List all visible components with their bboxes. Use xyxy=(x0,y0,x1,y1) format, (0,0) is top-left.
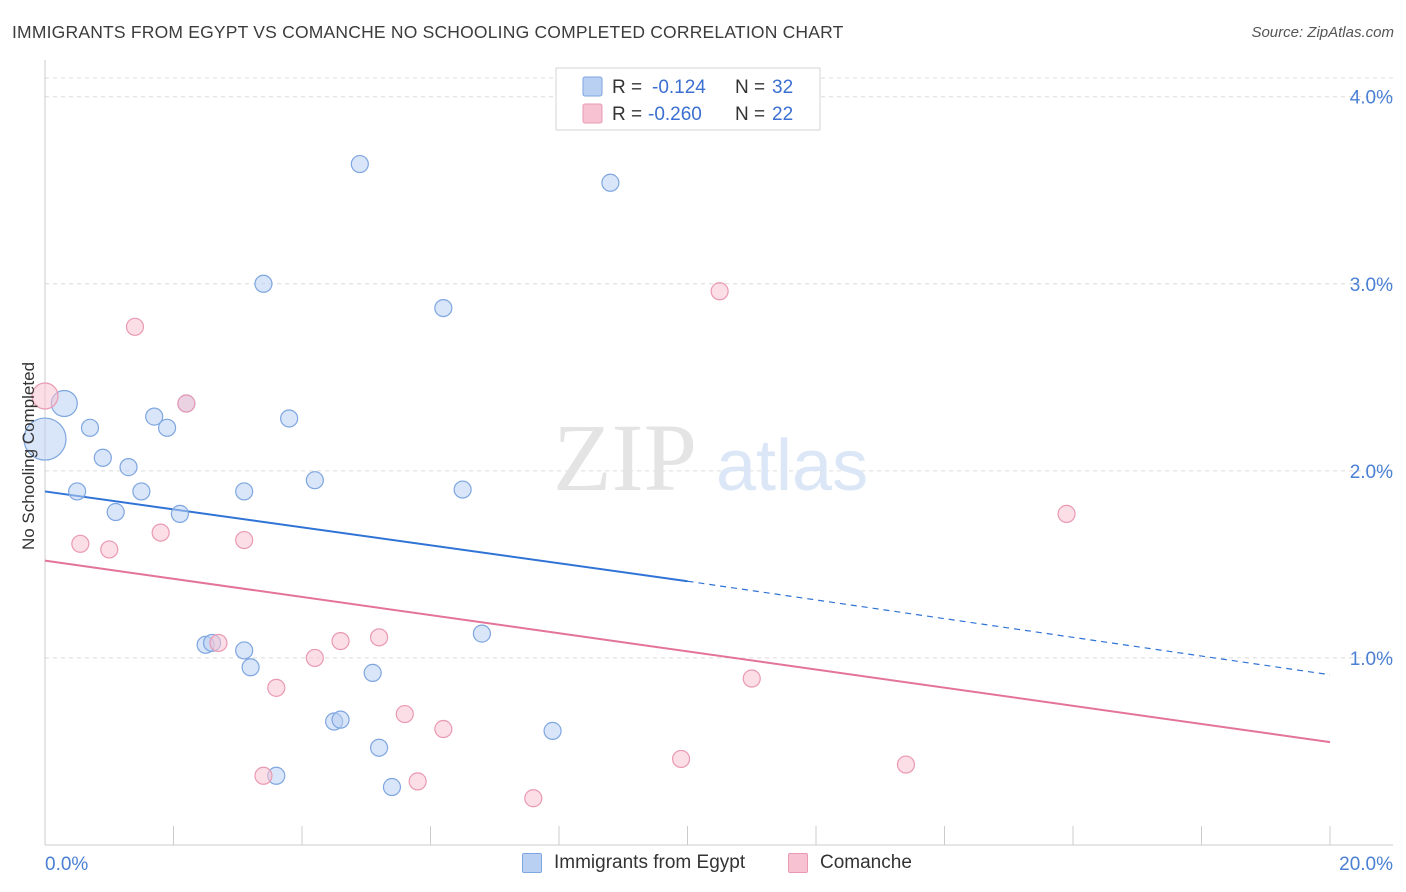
point-comanche xyxy=(177,394,196,413)
point-comanche xyxy=(31,382,59,410)
stats-legend-n-value-comanche: 22 xyxy=(772,104,793,125)
point-egypt xyxy=(170,504,190,523)
point-egypt xyxy=(472,624,491,643)
legend-item-comanche[interactable]: Comanche xyxy=(788,852,912,874)
point-egypt xyxy=(68,482,87,501)
point-egypt xyxy=(350,154,369,174)
point-egypt xyxy=(235,641,254,660)
trend-line-comanche xyxy=(44,559,1331,744)
series-legend: Immigrants from Egypt Comanche xyxy=(0,848,1406,882)
point-egypt xyxy=(235,482,254,501)
point-egypt xyxy=(145,407,164,426)
stats-legend-n-label-comanche: N = xyxy=(735,104,765,125)
point-comanche xyxy=(671,749,691,769)
point-comanche xyxy=(742,669,761,688)
point-egypt xyxy=(132,482,151,501)
watermark-atlas: atlas xyxy=(716,426,868,506)
trend-line-egypt-solid xyxy=(44,490,688,583)
legend-swatch-egypt xyxy=(522,853,542,873)
x-tick-label: 0.0% xyxy=(45,854,88,875)
point-egypt xyxy=(543,721,562,740)
y-tick-label: 2.0% xyxy=(1350,462,1393,483)
y-tick-label: 4.0% xyxy=(1350,88,1393,109)
legend-label-comanche: Comanche xyxy=(820,852,912,873)
watermark-zip: ZIP xyxy=(553,404,697,511)
stats-legend-n-value-egypt: 32 xyxy=(772,77,793,98)
point-egypt xyxy=(331,710,350,729)
point-comanche xyxy=(151,523,170,542)
stats-legend-swatch-comanche xyxy=(582,103,603,124)
y-tick-label: 3.0% xyxy=(1350,275,1393,296)
point-egypt xyxy=(254,274,273,293)
point-egypt xyxy=(434,299,453,318)
stats-legend-r-label-egypt: R = xyxy=(612,77,642,98)
trend-line-egypt-dashed xyxy=(687,580,1331,676)
point-egypt xyxy=(119,458,138,477)
stats-legend-n-label-egypt: N = xyxy=(735,77,765,98)
stats-legend-r-value-comanche: -0.260 xyxy=(648,104,702,125)
point-comanche xyxy=(524,789,543,808)
point-comanche xyxy=(408,772,427,791)
point-egypt xyxy=(370,738,389,757)
y-tick-label: 1.0% xyxy=(1350,649,1393,670)
point-egypt xyxy=(305,471,324,490)
point-egypt xyxy=(382,777,402,797)
trend-lines xyxy=(44,490,1331,744)
point-comanche xyxy=(125,317,145,336)
point-comanche xyxy=(254,766,273,785)
point-egypt xyxy=(106,502,125,522)
point-egypt xyxy=(601,173,620,192)
point-comanche xyxy=(267,678,286,697)
point-comanche xyxy=(370,628,389,647)
legend-label-egypt: Immigrants from Egypt xyxy=(554,852,746,873)
point-egypt xyxy=(93,448,112,467)
gridlines xyxy=(45,77,1393,659)
point-egypt xyxy=(453,480,472,499)
point-comanche xyxy=(896,755,916,774)
y-axis-label: No Schooling Completed xyxy=(19,362,38,550)
data-points xyxy=(23,154,1076,808)
x-tick-labels: 0.0% 20.0% xyxy=(45,854,1393,875)
legend-item-egypt[interactable]: Immigrants from Egypt xyxy=(522,852,745,874)
point-comanche xyxy=(100,540,119,559)
point-egypt xyxy=(157,418,177,437)
stats-legend-r-value-egypt: -0.124 xyxy=(652,77,706,98)
point-comanche xyxy=(235,530,254,550)
point-comanche xyxy=(209,633,228,653)
chart-title: IMMIGRANTS FROM EGYPT VS COMANCHE NO SCH… xyxy=(12,22,844,42)
point-comanche xyxy=(434,719,453,739)
legend-swatch-comanche xyxy=(788,853,808,873)
point-comanche xyxy=(395,704,414,724)
point-comanche xyxy=(710,282,729,301)
source-label: Source: ZipAtlas.com xyxy=(1251,24,1394,41)
point-comanche xyxy=(305,648,324,668)
watermark: ZIP atlas xyxy=(553,404,868,511)
point-comanche xyxy=(1057,504,1076,523)
stats-legend-swatch-egypt xyxy=(582,76,603,97)
point-comanche xyxy=(331,631,350,651)
point-egypt xyxy=(280,409,299,428)
point-egypt xyxy=(241,658,260,677)
point-egypt xyxy=(80,418,100,437)
point-egypt xyxy=(23,417,67,461)
x-tick-label: 20.0% xyxy=(1339,854,1393,875)
stats-legend-r-label-comanche: R = xyxy=(612,104,642,125)
point-comanche xyxy=(71,534,90,553)
point-egypt xyxy=(363,663,382,682)
stats-legend: R = -0.124 N = 32 R = -0.260 N = 22 xyxy=(555,67,821,131)
y-tick-labels: 1.0% 2.0% 3.0% 4.0% xyxy=(1350,88,1393,670)
